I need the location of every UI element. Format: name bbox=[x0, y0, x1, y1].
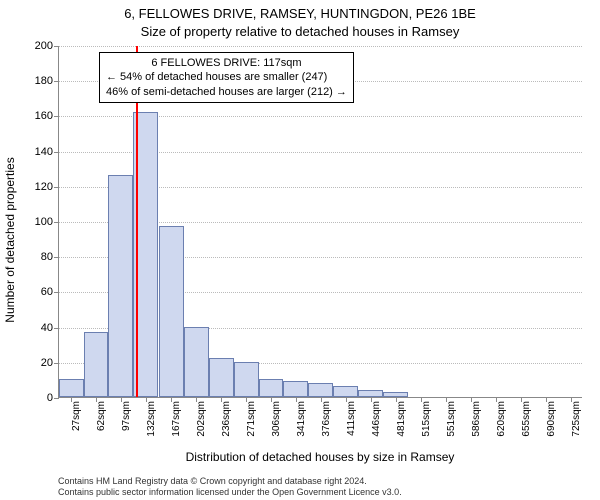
y-tick-label: 160 bbox=[35, 110, 59, 122]
histogram-bar bbox=[159, 226, 184, 397]
x-tick-label: 446sqm bbox=[371, 397, 382, 437]
x-tick-label: 202sqm bbox=[196, 397, 207, 437]
histogram-bar bbox=[234, 362, 259, 397]
histogram-bar bbox=[209, 358, 234, 397]
footer: Contains HM Land Registry data © Crown c… bbox=[58, 476, 582, 498]
x-tick-label: 341sqm bbox=[296, 397, 307, 437]
annotation-line2: ← 54% of detached houses are smaller (24… bbox=[106, 70, 347, 84]
histogram-bar bbox=[333, 386, 358, 397]
x-tick-label: 551sqm bbox=[446, 397, 457, 437]
histogram-bar bbox=[59, 379, 84, 397]
x-tick-label: 411sqm bbox=[346, 397, 357, 436]
x-tick-label: 376sqm bbox=[321, 397, 332, 437]
histogram-bar bbox=[283, 381, 308, 397]
y-tick-label: 180 bbox=[35, 75, 59, 87]
y-axis-label-wrap: Number of detached properties bbox=[2, 100, 18, 380]
annotation-line3: 46% of semi-detached houses are larger (… bbox=[106, 85, 347, 99]
annotation-line1: 6 FELLOWES DRIVE: 117sqm bbox=[106, 56, 347, 70]
x-tick-label: 690sqm bbox=[546, 397, 557, 437]
y-tick-label: 0 bbox=[47, 392, 59, 404]
chart-title-line2: Size of property relative to detached ho… bbox=[0, 24, 600, 39]
x-tick-label: 27sqm bbox=[71, 397, 82, 431]
chart-title-line1: 6, FELLOWES DRIVE, RAMSEY, HUNTINGDON, P… bbox=[0, 6, 600, 21]
y-axis-label: Number of detached properties bbox=[3, 157, 17, 322]
histogram-bar bbox=[308, 383, 333, 397]
y-tick-label: 60 bbox=[41, 286, 59, 298]
y-tick-label: 140 bbox=[35, 146, 59, 158]
footer-line2: Contains public sector information licen… bbox=[58, 487, 582, 498]
y-tick-label: 80 bbox=[41, 251, 59, 263]
histogram-bar bbox=[259, 379, 283, 397]
y-tick-label: 200 bbox=[35, 40, 59, 52]
x-axis-label: Distribution of detached houses by size … bbox=[58, 450, 582, 464]
plot-area: 02040608010012014016018020027sqm62sqm97s… bbox=[58, 46, 582, 398]
x-tick-label: 725sqm bbox=[571, 397, 582, 437]
y-tick-label: 100 bbox=[35, 216, 59, 228]
histogram-bar bbox=[358, 390, 383, 397]
x-tick-label: 655sqm bbox=[521, 397, 532, 437]
annotation-box: 6 FELLOWES DRIVE: 117sqm← 54% of detache… bbox=[99, 52, 354, 103]
y-tick-label: 120 bbox=[35, 181, 59, 193]
x-tick-label: 236sqm bbox=[221, 397, 232, 437]
histogram-bar bbox=[108, 175, 133, 397]
x-tick-label: 515sqm bbox=[421, 397, 432, 437]
x-tick-label: 481sqm bbox=[396, 397, 407, 437]
y-tick-label: 40 bbox=[41, 322, 59, 334]
footer-line1: Contains HM Land Registry data © Crown c… bbox=[58, 476, 582, 487]
x-tick-label: 62sqm bbox=[96, 397, 107, 431]
histogram-bar bbox=[184, 327, 209, 397]
y-tick-label: 20 bbox=[41, 357, 59, 369]
x-tick-label: 97sqm bbox=[121, 397, 132, 431]
x-tick-label: 586sqm bbox=[471, 397, 482, 437]
x-tick-label: 620sqm bbox=[496, 397, 507, 437]
x-tick-label: 306sqm bbox=[271, 397, 282, 437]
x-tick-label: 132sqm bbox=[146, 397, 157, 437]
x-tick-label: 167sqm bbox=[171, 397, 182, 437]
histogram-bar bbox=[84, 332, 108, 397]
x-tick-label: 271sqm bbox=[246, 397, 257, 437]
